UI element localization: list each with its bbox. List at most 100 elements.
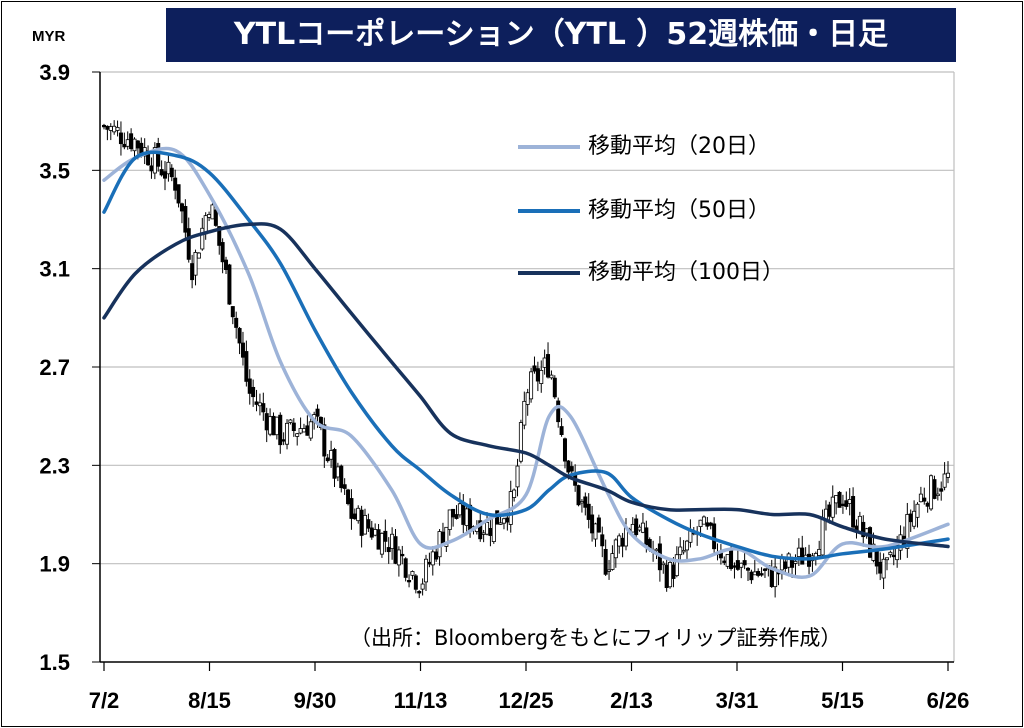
- candle-body: [359, 509, 364, 536]
- candle-body: [115, 127, 120, 131]
- candle-body: [590, 514, 595, 534]
- candle-body: [301, 428, 306, 433]
- legend-label-ma50: 移動平均（50日）: [588, 198, 770, 223]
- candle-body: [257, 402, 262, 407]
- candle-body: [322, 424, 327, 457]
- candle-body: [562, 438, 567, 462]
- candle-body: [501, 518, 506, 524]
- candle-body: [827, 504, 832, 517]
- x-tick-label: 5/15: [821, 688, 864, 713]
- candle-body: [251, 386, 256, 398]
- candle-body: [207, 214, 212, 218]
- candle-body: [529, 371, 534, 400]
- candle-body: [918, 493, 923, 503]
- candle-body: [295, 433, 300, 437]
- legend-label-ma20: 移動平均（20日）: [588, 134, 770, 159]
- candle-body: [176, 184, 181, 204]
- candle-body: [539, 369, 544, 384]
- candle-body: [200, 227, 205, 250]
- legend-swatch-ma50: [518, 209, 580, 213]
- candle-body: [749, 571, 754, 581]
- x-tick-label: 2/13: [610, 688, 653, 713]
- candle-body: [603, 548, 608, 575]
- candle-body: [535, 368, 540, 382]
- candle-body: [576, 485, 581, 506]
- candle-body: [193, 252, 198, 276]
- candle-body: [844, 500, 849, 507]
- candle-body: [678, 546, 683, 556]
- candle-body: [929, 475, 934, 510]
- candle-body: [549, 374, 554, 379]
- candle-body: [390, 533, 395, 549]
- candle-body: [417, 591, 422, 594]
- candle-body: [213, 209, 218, 226]
- candle-body: [169, 167, 174, 178]
- candle-body: [230, 306, 235, 318]
- candle-body: [888, 551, 893, 556]
- candle-body: [485, 522, 490, 535]
- candle-body: [630, 523, 635, 533]
- candle-body: [339, 465, 344, 489]
- x-tick-label: 9/30: [294, 688, 337, 713]
- candle-body: [386, 547, 391, 553]
- candle-body: [634, 518, 639, 536]
- candle-body: [274, 416, 279, 436]
- ma100-line: [102, 222, 950, 549]
- candle-body: [349, 498, 354, 519]
- candle-body: [671, 564, 676, 579]
- candle-body: [912, 510, 917, 527]
- candle-body: [817, 548, 822, 556]
- candle-body: [729, 548, 734, 569]
- candle-body: [488, 528, 493, 536]
- candle-body: [773, 566, 778, 588]
- candle-body: [163, 171, 168, 179]
- candle-body: [644, 527, 649, 546]
- candle-body: [586, 503, 591, 520]
- candle-body: [640, 522, 645, 533]
- candle-body: [705, 522, 710, 527]
- candle-body: [369, 527, 374, 538]
- candle-body: [335, 466, 340, 478]
- candle-body: [244, 351, 249, 382]
- candle-body: [830, 496, 835, 518]
- candle-body: [329, 450, 334, 460]
- candle-body: [735, 560, 740, 570]
- candle-body: [373, 529, 378, 536]
- candle-body: [552, 377, 557, 398]
- candle-body: [712, 523, 717, 550]
- candle-body: [125, 139, 130, 147]
- candle-body: [613, 539, 618, 559]
- candle-body: [654, 548, 659, 552]
- candle-body: [464, 508, 469, 526]
- candle-body: [664, 564, 669, 589]
- candle-body: [522, 400, 527, 426]
- candle-body: [135, 140, 140, 149]
- candle-body: [461, 504, 466, 525]
- candle-body: [407, 580, 412, 583]
- candle-body: [227, 264, 232, 305]
- candle-body: [790, 559, 795, 568]
- candle-body: [681, 549, 686, 553]
- candle-body: [505, 517, 510, 523]
- candle-body: [376, 529, 381, 550]
- candle-body: [786, 553, 791, 568]
- candle-body: [756, 571, 761, 576]
- candle-body: [400, 553, 405, 557]
- candle-body: [332, 449, 337, 479]
- candle-body: [403, 558, 408, 578]
- candle-body: [542, 357, 547, 368]
- candle-body: [393, 536, 398, 564]
- candle-body: [264, 413, 269, 431]
- candle-body: [285, 422, 290, 445]
- candle-body: [596, 517, 601, 533]
- candle-body: [891, 554, 896, 558]
- candle-body: [451, 508, 456, 518]
- candle-body: [247, 378, 252, 394]
- candle-body: [837, 491, 842, 508]
- candle-body: [427, 561, 432, 565]
- x-tick-label: 7/2: [89, 688, 120, 713]
- candle-body: [362, 514, 367, 535]
- candle-body: [149, 165, 154, 172]
- candle-body: [583, 496, 588, 508]
- candle-body: [447, 509, 452, 530]
